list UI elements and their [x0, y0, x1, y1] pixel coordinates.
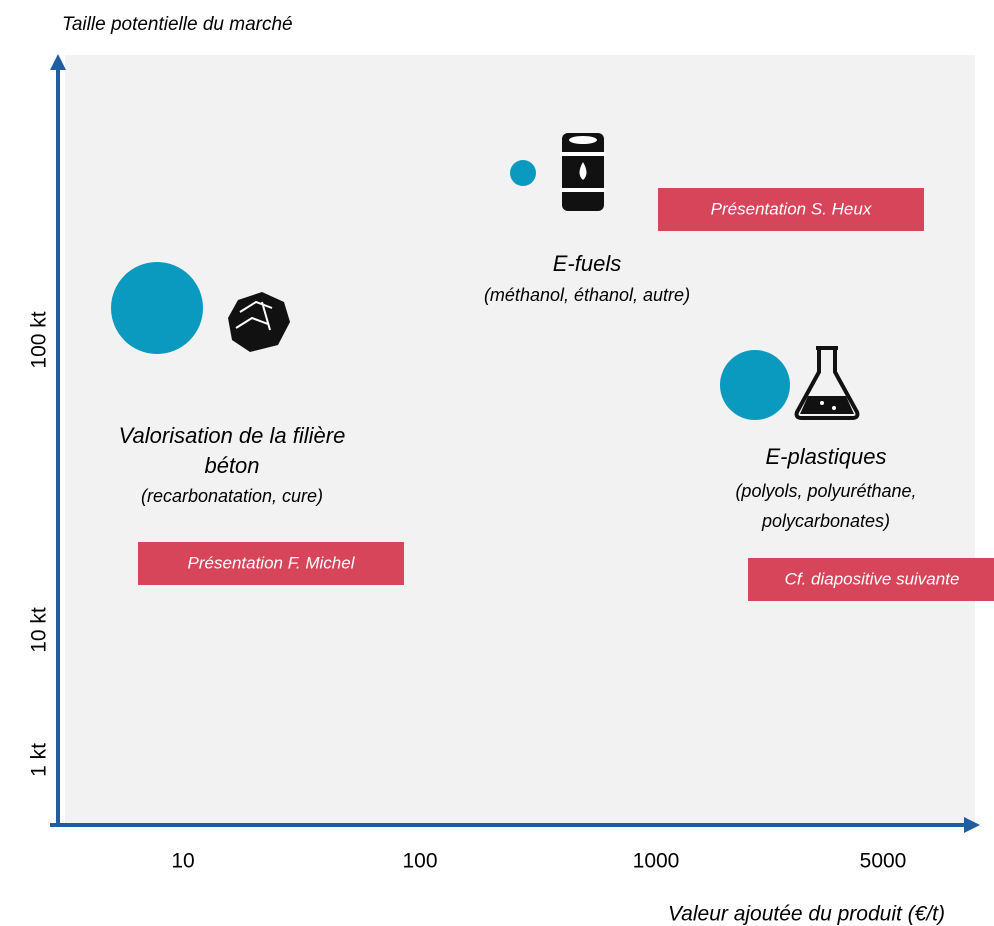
group-title: E-plastiques	[765, 444, 886, 469]
group-title: Valorisation de la filière	[119, 423, 346, 448]
x-tick-label: 10	[171, 850, 194, 873]
y-tick-label: 10 kt	[28, 607, 51, 653]
y-tick-label: 1 kt	[28, 743, 51, 777]
barrel-icon	[560, 133, 606, 211]
x-tick-label: 5000	[860, 850, 907, 873]
group-subtitle: (polyols, polyuréthane,	[735, 481, 916, 501]
group-subtitle: (méthanol, éthanol, autre)	[484, 285, 690, 305]
group-subtitle: (recarbonatation, cure)	[141, 486, 323, 506]
callout-text: Cf. diapositive suivante	[785, 569, 960, 588]
x-tick-label: 100	[402, 850, 437, 873]
x-tick-label: 1000	[633, 850, 680, 873]
callout-text: Présentation S. Heux	[711, 199, 872, 218]
group-title: béton	[204, 453, 259, 478]
x-axis-title: Valeur ajoutée du produit (€/t)	[668, 903, 945, 926]
rock-icon	[228, 292, 290, 352]
callout-box	[658, 188, 924, 231]
y-axis-title: Taille potentielle du marché	[62, 14, 293, 35]
y-tick-label: 100 kt	[28, 311, 51, 368]
flask-icon	[794, 346, 860, 420]
callout-text: Présentation F. Michel	[188, 553, 356, 572]
bubble	[111, 262, 203, 354]
group-title: E-fuels	[553, 251, 621, 276]
bubble	[510, 160, 536, 186]
bubble	[720, 350, 790, 420]
callout-box	[138, 542, 404, 585]
callout-box	[748, 558, 994, 601]
group-subtitle: polycarbonates)	[761, 511, 890, 531]
